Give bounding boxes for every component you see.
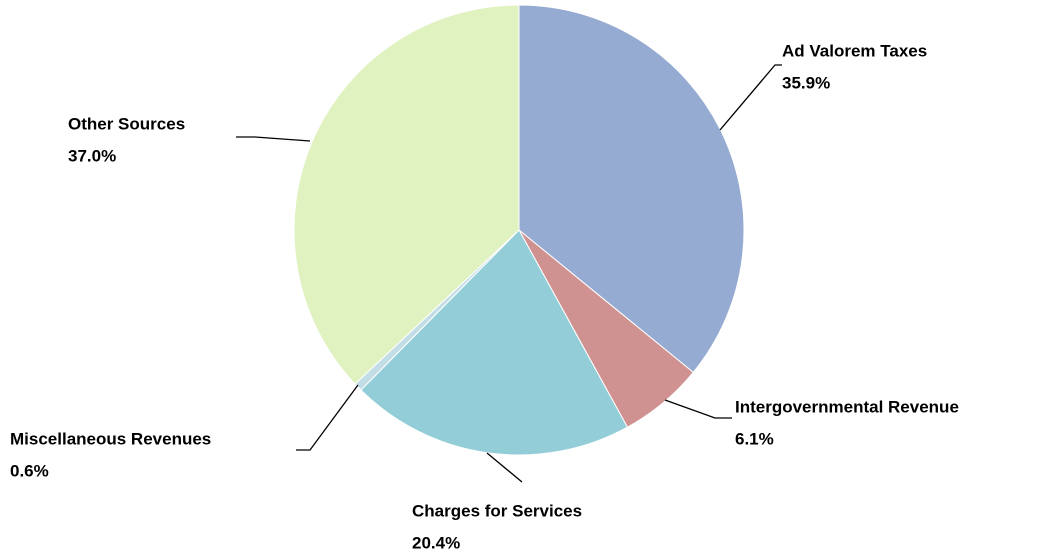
slice-value-label: 20.4% — [412, 533, 460, 552]
leader-line — [719, 64, 782, 131]
slice-label: Intergovernmental Revenue — [735, 397, 959, 416]
slice-label: Charges for Services — [412, 501, 582, 520]
slice-value-label: 6.1% — [735, 429, 774, 448]
slice-value-label: 35.9% — [782, 73, 830, 92]
pie-slice — [360, 229, 629, 456]
slice-value-label: 0.6% — [10, 461, 49, 480]
leader-line — [296, 384, 359, 451]
leader-line — [664, 399, 732, 419]
pie-slice — [293, 4, 520, 385]
slice-label: Other Sources — [68, 114, 185, 133]
slice-label: Miscellaneous Revenues — [10, 429, 211, 448]
pie-slice — [518, 4, 745, 374]
leader-line — [236, 136, 311, 142]
leader-line — [486, 452, 523, 483]
slice-value-label: 37.0% — [68, 146, 116, 165]
slice-label: Ad Valorem Taxes — [782, 41, 927, 60]
